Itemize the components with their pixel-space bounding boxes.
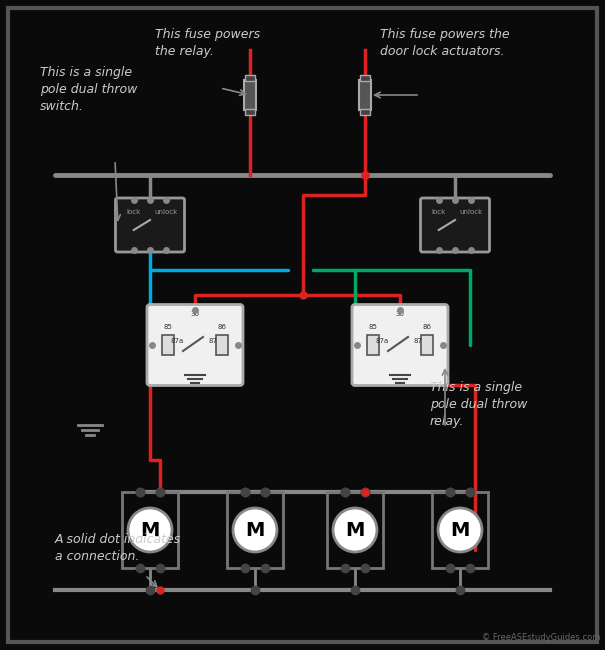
Circle shape [333, 508, 377, 552]
Bar [245, 109, 255, 115]
Text: unlock: unlock [460, 209, 483, 216]
Text: 87: 87 [413, 338, 422, 344]
Bar [327, 492, 383, 568]
Bar [367, 335, 379, 355]
Text: 87: 87 [209, 338, 218, 344]
Bar [244, 80, 256, 110]
Text: 85: 85 [163, 324, 172, 330]
Text: This is a single
pole dual throw
switch.: This is a single pole dual throw switch. [40, 66, 137, 113]
Text: M: M [345, 521, 365, 539]
Text: A solid dot indicates
a connection.: A solid dot indicates a connection. [55, 533, 182, 563]
Text: 87a: 87a [375, 338, 388, 344]
Bar [227, 492, 283, 568]
Text: M: M [245, 521, 265, 539]
FancyBboxPatch shape [352, 304, 448, 385]
Bar [360, 109, 370, 115]
Text: M: M [450, 521, 469, 539]
Text: © FreeASEstudyGuides.com: © FreeASEstudyGuides.com [482, 633, 600, 642]
Circle shape [128, 508, 172, 552]
Text: This is a single
pole dual throw
relay.: This is a single pole dual throw relay. [430, 381, 528, 428]
Bar [360, 75, 370, 81]
Text: M: M [140, 521, 160, 539]
FancyBboxPatch shape [8, 8, 597, 642]
FancyBboxPatch shape [147, 304, 243, 385]
Text: This fuse powers the
door lock actuators.: This fuse powers the door lock actuators… [380, 28, 509, 58]
Bar [162, 335, 174, 355]
Text: 85: 85 [368, 324, 378, 330]
Bar [421, 335, 433, 355]
Text: 30: 30 [191, 311, 200, 317]
Text: 87a: 87a [171, 338, 184, 344]
Text: lock: lock [431, 209, 446, 216]
Bar [245, 75, 255, 81]
Circle shape [233, 508, 277, 552]
Text: 30: 30 [396, 311, 405, 317]
Text: unlock: unlock [155, 209, 178, 216]
FancyBboxPatch shape [116, 198, 185, 252]
Bar [359, 80, 371, 110]
Text: 86: 86 [422, 324, 431, 330]
Circle shape [438, 508, 482, 552]
Bar [216, 335, 228, 355]
Text: 86: 86 [218, 324, 226, 330]
Text: lock: lock [126, 209, 141, 216]
Bar [122, 492, 178, 568]
FancyBboxPatch shape [420, 198, 489, 252]
Text: This fuse powers
the relay.: This fuse powers the relay. [155, 28, 260, 58]
Bar [432, 492, 488, 568]
